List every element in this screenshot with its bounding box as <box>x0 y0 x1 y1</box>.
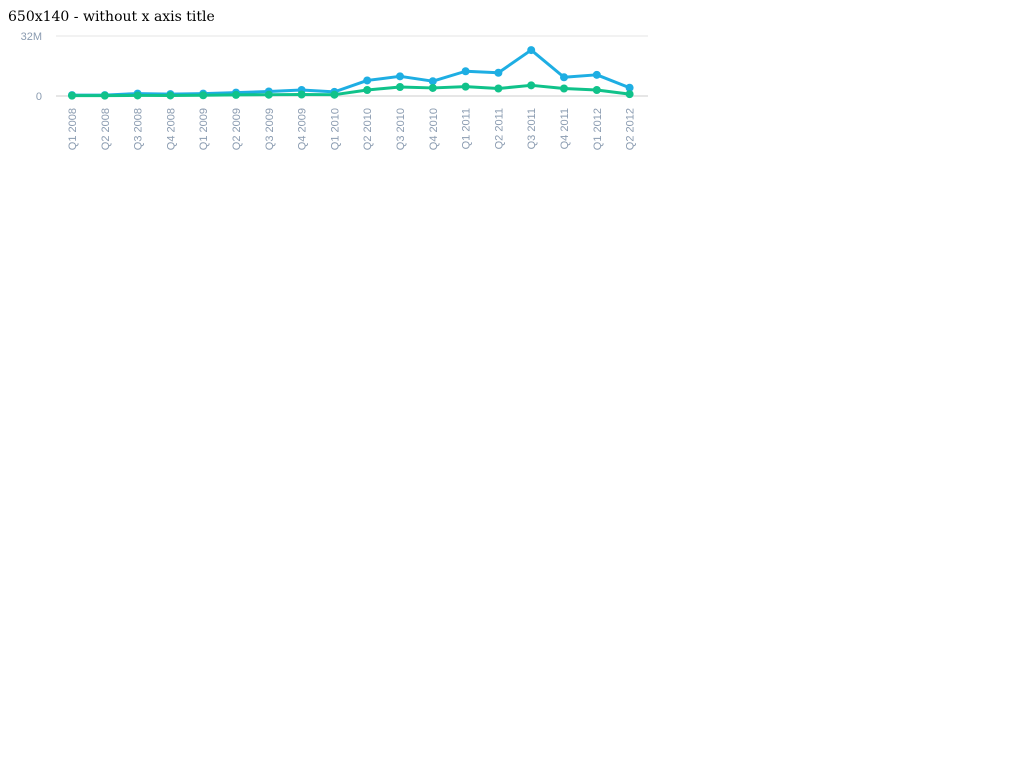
data-point[interactable] <box>592 70 601 79</box>
data-point[interactable] <box>625 90 634 99</box>
data-point[interactable] <box>199 91 208 100</box>
data-point[interactable] <box>166 91 175 100</box>
x-tick-label: Q2 2010 <box>362 108 374 150</box>
x-tick-label: Q4 2010 <box>428 108 440 150</box>
data-point[interactable] <box>461 67 470 76</box>
data-point[interactable] <box>363 86 372 94</box>
x-tick-label: Q4 2009 <box>297 108 309 150</box>
x-tick-label: Q4 2011 <box>559 108 571 149</box>
data-point[interactable] <box>396 72 404 81</box>
y-tick-label: 32M <box>21 31 42 43</box>
x-tick-label: Q2 2011 <box>493 108 505 149</box>
data-point[interactable] <box>494 84 503 93</box>
x-tick-label: Q1 2012 <box>592 108 604 150</box>
x-tick-label: Q3 2009 <box>264 108 276 150</box>
series-layer <box>68 46 634 100</box>
data-point[interactable] <box>363 76 372 85</box>
data-point[interactable] <box>527 81 536 90</box>
series-line <box>70 83 632 98</box>
data-point[interactable] <box>625 83 634 92</box>
data-point[interactable] <box>494 68 503 77</box>
data-point[interactable] <box>68 91 76 100</box>
data-point[interactable] <box>330 90 339 99</box>
x-tick-label: Q3 2011 <box>526 108 538 149</box>
data-point[interactable] <box>527 46 536 55</box>
series-line <box>70 48 632 97</box>
data-point[interactable] <box>560 84 568 93</box>
data-point[interactable] <box>428 83 437 92</box>
series-2 <box>68 81 634 100</box>
x-tick-label: Q1 2010 <box>329 108 341 150</box>
y-axis: 0 32M <box>21 31 42 103</box>
data-point[interactable] <box>232 90 240 99</box>
data-point[interactable] <box>428 77 437 86</box>
data-point[interactable] <box>100 91 109 100</box>
data-point[interactable] <box>297 90 306 99</box>
x-axis: Q1 2008 Q2 2008 Q3 2008 Q4 2008 Q1 2009 Q2 20… <box>67 108 637 150</box>
x-tick-label: Q1 2009 <box>198 108 210 150</box>
data-point[interactable] <box>592 86 601 94</box>
x-tick-label: Q3 2010 <box>395 108 407 150</box>
data-point[interactable] <box>133 91 142 100</box>
x-tick-label: Q2 2012 <box>625 108 637 150</box>
x-tick-label: Q1 2011 <box>461 108 473 149</box>
x-tick-label: Q2 2008 <box>100 108 112 150</box>
data-point[interactable] <box>461 82 470 91</box>
page-title: 650x140 - without x axis title <box>8 9 215 25</box>
data-point[interactable] <box>560 73 568 82</box>
y-tick-label: 0 <box>36 91 42 103</box>
x-tick-label: Q4 2008 <box>165 108 177 150</box>
x-tick-label: Q3 2008 <box>133 108 145 150</box>
data-point[interactable] <box>264 90 273 99</box>
data-point[interactable] <box>396 83 404 91</box>
x-tick-label: Q1 2008 <box>67 108 79 150</box>
x-tick-label: Q2 2009 <box>231 108 243 150</box>
